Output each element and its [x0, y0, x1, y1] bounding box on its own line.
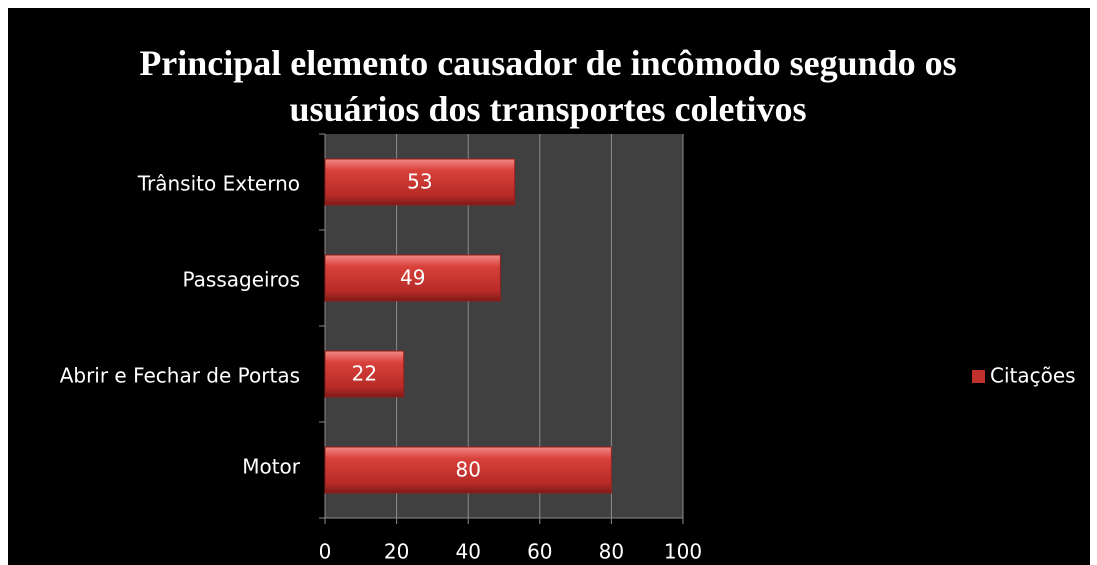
bar [324, 350, 405, 398]
y-tick-label: Passageiros [182, 268, 300, 292]
value-label: 22 [352, 362, 377, 386]
bar [324, 158, 516, 206]
x-tick-label: 80 [599, 540, 624, 564]
legend-label: Citações [990, 364, 1076, 388]
value-label: 53 [407, 170, 432, 194]
x-tick-label: 40 [455, 540, 480, 564]
x-tick-label: 0 [319, 540, 332, 564]
chart-title: Principal elemento causador de incômodo … [139, 43, 957, 129]
x-tick-label: 20 [384, 540, 409, 564]
y-tick-label: Motor [242, 455, 301, 479]
bar [324, 446, 612, 494]
y-tick-label: Trânsito Externo [137, 172, 300, 196]
legend-swatch [972, 370, 985, 383]
value-label: 80 [455, 458, 480, 482]
value-label: 49 [400, 266, 425, 290]
bar [324, 254, 501, 302]
y-tick-label: Abrir e Fechar de Portas [60, 364, 300, 388]
x-tick-label: 60 [527, 540, 552, 564]
x-tick-label: 100 [664, 540, 702, 564]
